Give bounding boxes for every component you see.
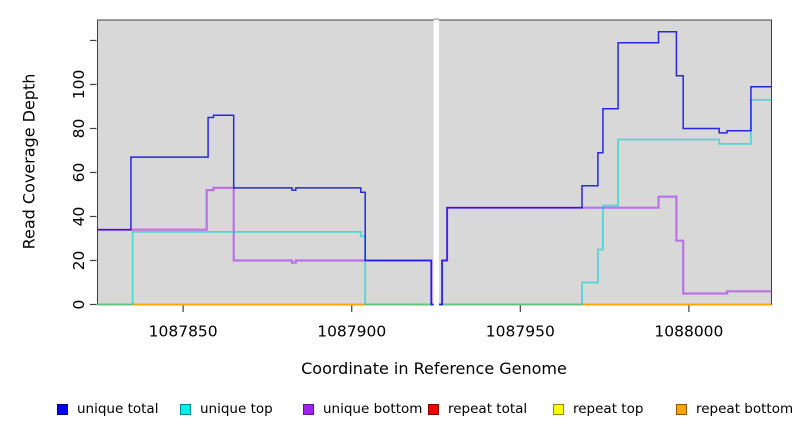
x-axis-tick-label: 1087950 [486,323,555,341]
y-axis-title: Read Coverage Depth [19,73,39,250]
series-unique-total-line [97,30,772,306]
gap-band [433,18,440,306]
x-axis-tick-label: 1087900 [317,323,386,341]
x-axis-tick-label: 1087850 [149,323,218,341]
series-unique-top-line [97,99,772,306]
y-axis-tick-label: 100 [70,70,88,100]
y-axis-tick-label: 20 [70,251,88,271]
y-axis-tick-label: 0 [70,300,88,310]
x-axis-title: Coordinate in Reference Genome [301,359,567,378]
y-axis-tick-label: 40 [70,207,88,227]
y-axis-tick-label: 80 [70,119,88,139]
y-axis-tick-label: 60 [70,163,88,183]
x-axis-tick-label: 1088000 [654,323,723,341]
